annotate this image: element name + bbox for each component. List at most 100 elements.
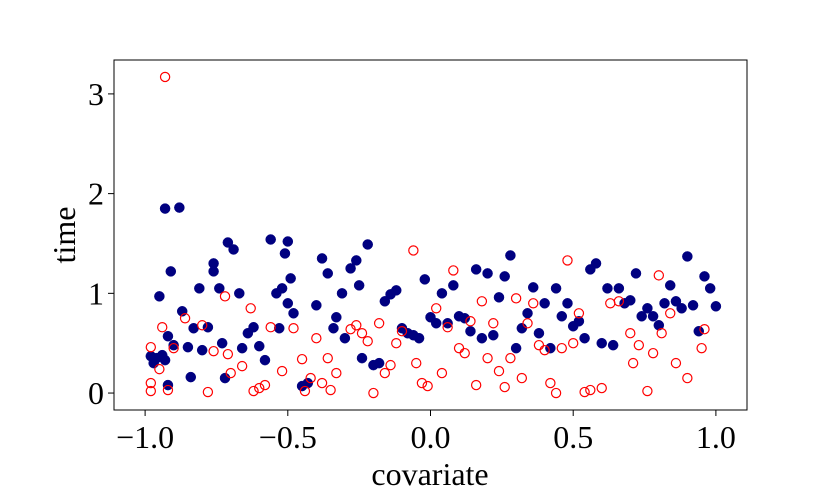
point [653, 270, 665, 281]
point [265, 234, 276, 245]
point [476, 332, 488, 344]
point [522, 318, 533, 329]
point [545, 342, 556, 354]
point [396, 326, 408, 337]
point [459, 313, 470, 324]
point [505, 352, 516, 364]
point [353, 280, 365, 291]
point [448, 265, 459, 276]
point [154, 363, 165, 375]
point [288, 323, 299, 334]
point [336, 288, 348, 299]
point [488, 329, 499, 341]
point [154, 291, 165, 302]
point [642, 385, 653, 397]
point [202, 321, 214, 333]
point [248, 321, 259, 333]
point [157, 322, 168, 333]
x-tick-label: −0.5 [259, 419, 317, 455]
point [567, 337, 579, 349]
point [236, 342, 248, 354]
point [311, 333, 322, 344]
point [573, 316, 585, 327]
point [159, 71, 171, 83]
y-axis-label: time [46, 207, 82, 264]
point [413, 332, 425, 344]
point [522, 308, 533, 319]
point [670, 357, 682, 369]
point [516, 322, 528, 334]
point [225, 367, 236, 379]
point [219, 291, 231, 302]
point [391, 285, 402, 296]
point [351, 320, 362, 331]
x-tick-label: 1.0 [696, 419, 736, 455]
point [362, 335, 373, 347]
point [285, 273, 296, 284]
point [499, 381, 510, 393]
point [562, 255, 573, 266]
point [162, 384, 174, 396]
point [710, 301, 722, 312]
point [590, 258, 602, 269]
point [228, 244, 239, 255]
point [331, 312, 342, 323]
point [670, 296, 682, 307]
point [302, 377, 314, 389]
point [282, 298, 294, 309]
point [196, 344, 208, 356]
point [696, 342, 707, 354]
point [470, 264, 482, 275]
point [539, 298, 550, 309]
point [476, 296, 488, 307]
point [430, 317, 442, 329]
point [331, 367, 342, 379]
point [325, 384, 336, 396]
point [356, 328, 368, 339]
point [145, 385, 157, 397]
point [305, 372, 316, 384]
point [647, 347, 659, 359]
point [276, 365, 288, 377]
point [556, 311, 568, 322]
point [579, 386, 590, 398]
point [470, 379, 482, 391]
point [422, 380, 433, 392]
point [159, 203, 171, 214]
plot-frame [113, 59, 748, 411]
point [282, 236, 294, 247]
y-tick-label: 1 [88, 275, 104, 311]
point [248, 385, 259, 397]
x-tick-label: −1.0 [116, 419, 174, 455]
point [528, 298, 539, 309]
point [408, 245, 419, 256]
point [442, 317, 453, 329]
point [442, 322, 453, 333]
point [436, 367, 448, 379]
point [699, 324, 710, 335]
point [693, 325, 705, 337]
point [627, 357, 639, 369]
point [208, 345, 219, 357]
point [682, 251, 693, 262]
point [379, 296, 391, 307]
point [625, 328, 636, 339]
point [145, 341, 157, 353]
point [533, 339, 545, 351]
point [527, 282, 539, 293]
point [642, 303, 653, 314]
point [556, 342, 567, 354]
point [602, 283, 613, 294]
point [222, 348, 234, 360]
point [431, 303, 442, 314]
point [625, 295, 636, 306]
point [664, 280, 676, 291]
point [311, 300, 322, 311]
point [653, 319, 665, 331]
point [345, 263, 356, 274]
point [156, 349, 168, 361]
x-tick-label: 0.5 [553, 419, 593, 455]
point [222, 237, 234, 248]
point [411, 357, 422, 369]
